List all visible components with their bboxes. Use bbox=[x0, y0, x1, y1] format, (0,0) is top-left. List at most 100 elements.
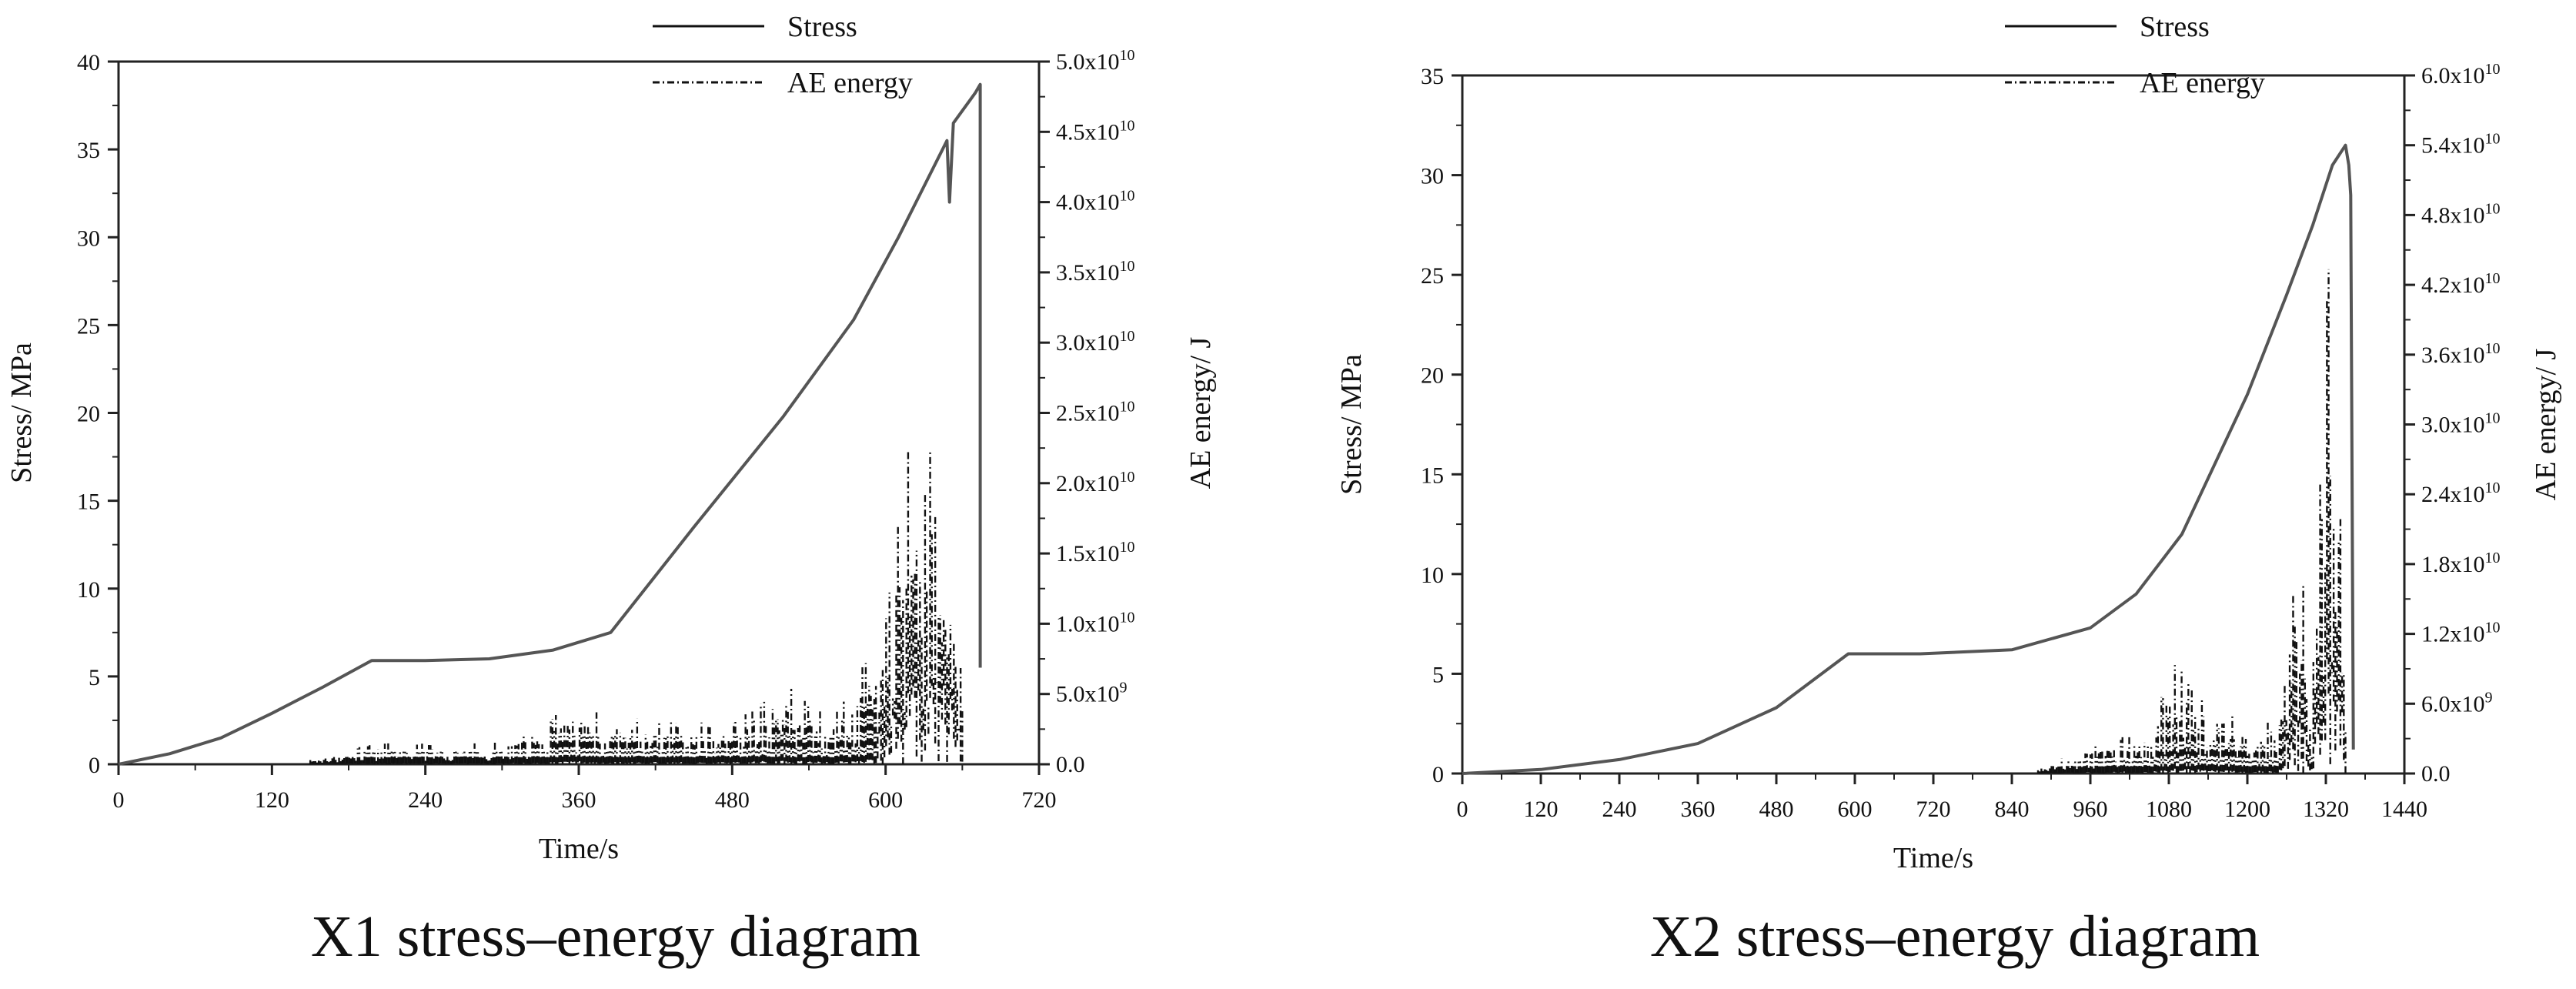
y2-tick-exponent: 10 bbox=[1120, 258, 1135, 275]
x-tick-label: 600 bbox=[1838, 797, 1873, 822]
x-axis-label: Time/s bbox=[1893, 842, 1973, 874]
y-tick-label: 35 bbox=[77, 138, 100, 163]
y2-tick-exponent: 10 bbox=[1120, 609, 1135, 626]
y2-tick-exponent: 10 bbox=[2485, 550, 2501, 566]
y2-tick-label: 1.0x1010 bbox=[1056, 609, 1135, 637]
x-tick-label: 720 bbox=[1916, 797, 1951, 822]
x-tick-label: 240 bbox=[408, 787, 443, 813]
x-tick-label: 960 bbox=[2073, 797, 2108, 822]
x-tick-label: 0 bbox=[113, 787, 125, 813]
legend: Stress AE energy bbox=[653, 11, 913, 99]
y-tick-label: 15 bbox=[77, 489, 100, 515]
x-tick-label: 480 bbox=[1759, 797, 1794, 822]
y2-tick-label: 3.0x1010 bbox=[2421, 410, 2501, 438]
y2-tick-exponent: 10 bbox=[1120, 539, 1135, 556]
legend-ae-label: AE energy bbox=[2140, 67, 2265, 99]
x-tick-label: 720 bbox=[1022, 787, 1057, 813]
x-tick-label: 1200 bbox=[2224, 797, 2270, 822]
plot-frame bbox=[1461, 74, 2406, 775]
y-tick-label: 5 bbox=[1432, 662, 1444, 687]
y2-tick-mantissa: 3.6x10 bbox=[2421, 342, 2485, 368]
x-axis-label: Time/s bbox=[539, 833, 619, 865]
legend-stress-label: Stress bbox=[2140, 11, 2210, 43]
y2-tick-label: 4.0x1010 bbox=[1056, 188, 1135, 216]
y2-tick-label: 3.5x1010 bbox=[1056, 258, 1135, 286]
y2-tick-exponent: 9 bbox=[1120, 680, 1128, 697]
y2-tick-label: 2.5x1010 bbox=[1056, 399, 1135, 426]
y-tick-label: 5 bbox=[89, 665, 100, 690]
y2-tick-mantissa: 3.0x10 bbox=[1056, 330, 1120, 356]
y2-tick-label: 3.0x1010 bbox=[1056, 328, 1135, 356]
y2-tick-label: 1.5x1010 bbox=[1056, 539, 1135, 566]
y2-tick-mantissa: 3.0x10 bbox=[2421, 413, 2485, 438]
x-tick-label: 360 bbox=[562, 787, 596, 813]
y-tick-label: 35 bbox=[1421, 64, 1444, 89]
y2-tick-exponent: 10 bbox=[2485, 270, 2501, 287]
y2-tick-exponent: 10 bbox=[1120, 188, 1135, 205]
y2-tick-mantissa: 0.0 bbox=[1056, 752, 1085, 777]
y2-tick-label: 0.0 bbox=[1056, 752, 1085, 777]
y2-tick-exponent: 10 bbox=[2485, 200, 2501, 217]
y2-tick-mantissa: 4.5x10 bbox=[1056, 119, 1120, 145]
y2-tick-mantissa: 0.0 bbox=[2421, 761, 2451, 787]
y2-tick-mantissa: 1.8x10 bbox=[2421, 552, 2485, 577]
y-tick-label: 40 bbox=[77, 50, 100, 75]
series-stress bbox=[1462, 143, 2355, 775]
y2-axis-label: AE energy/ J bbox=[1184, 337, 1217, 489]
y2-tick-mantissa: 5.0x10 bbox=[1056, 49, 1120, 75]
y2-tick-label: 5.0x1010 bbox=[1056, 47, 1135, 75]
y-tick-label: 15 bbox=[1421, 463, 1444, 488]
y2-tick-exponent: 9 bbox=[2485, 689, 2493, 706]
legend-stress-label: Stress bbox=[787, 11, 857, 43]
y2-tick-exponent: 10 bbox=[2485, 340, 2501, 357]
series-ae-energy bbox=[309, 449, 964, 764]
y2-tick-label: 1.8x1010 bbox=[2421, 550, 2501, 577]
y2-tick-mantissa: 5.0x10 bbox=[1056, 682, 1120, 707]
x-tick-label: 1440 bbox=[2381, 797, 2427, 822]
chart-x1: 0 120 240 360 480 600 720 0 5 10 15 20 25 30 35 40 0.0 5.… bbox=[5, 11, 1217, 969]
y2-tick-mantissa: 1.5x10 bbox=[1056, 541, 1120, 566]
y2-tick-mantissa: 2.5x10 bbox=[1056, 401, 1120, 426]
legend-ae-label: AE energy bbox=[787, 67, 913, 99]
y-axis-label: Stress/ MPa bbox=[1335, 354, 1368, 495]
y-tick-label: 20 bbox=[1421, 363, 1444, 389]
y2-tick-label: 4.8x1010 bbox=[2421, 200, 2501, 228]
y2-tick-mantissa: 4.8x10 bbox=[2421, 202, 2485, 228]
y2-tick-label: 1.2x1010 bbox=[2421, 620, 2501, 647]
legend: Stress AE energy bbox=[2005, 11, 2265, 99]
y2-tick-label: 0.0 bbox=[2421, 761, 2451, 787]
y2-tick-exponent: 10 bbox=[1120, 399, 1135, 416]
y2-tick-label: 5.4x1010 bbox=[2421, 131, 2501, 159]
y2-tick-exponent: 10 bbox=[2485, 61, 2501, 78]
x-tick-label: 0 bbox=[1457, 797, 1468, 822]
y2-tick-label: 2.4x1010 bbox=[2421, 479, 2501, 507]
y-tick-label: 25 bbox=[1421, 263, 1444, 289]
figure-caption: X2 stress–energy diagram bbox=[1650, 904, 2260, 969]
x-tick-label: 360 bbox=[1681, 797, 1716, 822]
y2-tick-mantissa: 6.0x10 bbox=[2421, 691, 2485, 717]
y-tick-label: 10 bbox=[77, 577, 100, 603]
y2-tick-label: 3.6x1010 bbox=[2421, 340, 2501, 368]
x-tick-label: 120 bbox=[255, 787, 289, 813]
y2-tick-exponent: 10 bbox=[2485, 479, 2501, 496]
y2-tick-exponent: 10 bbox=[2485, 620, 2501, 637]
x-tick-label: 600 bbox=[868, 787, 903, 813]
y2-tick-label: 5.0x109 bbox=[1056, 680, 1128, 707]
y2-tick-label: 2.0x1010 bbox=[1056, 469, 1135, 496]
y-tick-label: 10 bbox=[1421, 563, 1444, 588]
y2-tick-mantissa: 6.0x10 bbox=[2421, 63, 2485, 89]
y2-axis-label: AE energy/ J bbox=[2530, 349, 2562, 501]
x-tick-label: 480 bbox=[715, 787, 750, 813]
y2-tick-label: 4.5x1010 bbox=[1056, 117, 1135, 145]
series-stress bbox=[118, 82, 982, 766]
y2-tick-mantissa: 1.0x10 bbox=[1056, 611, 1120, 637]
y-tick-label: 30 bbox=[77, 226, 100, 251]
x-tick-label: 240 bbox=[1602, 797, 1637, 822]
y2-tick-mantissa: 1.2x10 bbox=[2421, 622, 2485, 647]
y2-tick-mantissa: 4.0x10 bbox=[1056, 190, 1120, 216]
y-axis-label: Stress/ MPa bbox=[5, 342, 38, 483]
y2-tick-exponent: 10 bbox=[1120, 328, 1135, 345]
figure-caption: X1 stress–energy diagram bbox=[311, 904, 920, 969]
x-tick-label: 840 bbox=[1995, 797, 2030, 822]
